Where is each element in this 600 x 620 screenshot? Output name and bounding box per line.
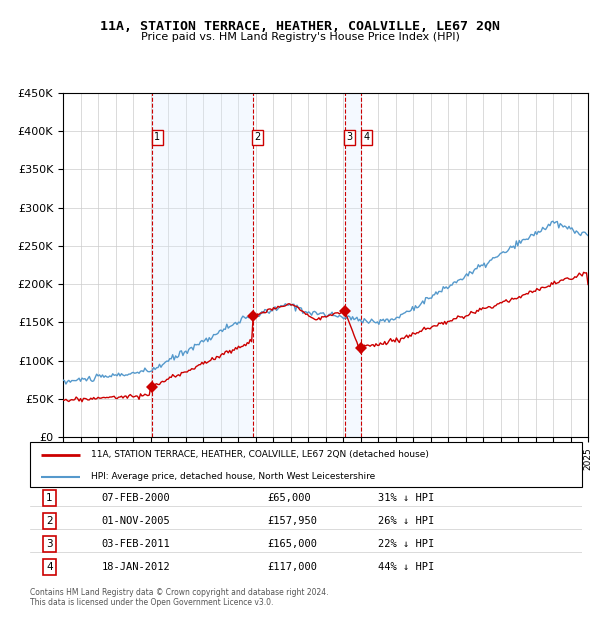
FancyBboxPatch shape <box>30 442 582 487</box>
Text: £165,000: £165,000 <box>268 539 317 549</box>
Text: Price paid vs. HM Land Registry's House Price Index (HPI): Price paid vs. HM Land Registry's House … <box>140 32 460 42</box>
Text: 1: 1 <box>46 493 53 503</box>
Text: 4: 4 <box>46 562 53 572</box>
Text: 3: 3 <box>347 132 353 143</box>
Bar <box>344 93 361 437</box>
Text: 22% ↓ HPI: 22% ↓ HPI <box>378 539 434 549</box>
Text: 3: 3 <box>46 539 53 549</box>
Text: 11A, STATION TERRACE, HEATHER, COALVILLE, LE67 2QN: 11A, STATION TERRACE, HEATHER, COALVILLE… <box>100 20 500 33</box>
Text: 2: 2 <box>254 132 261 143</box>
Bar <box>152 93 253 437</box>
Text: 01-NOV-2005: 01-NOV-2005 <box>102 516 170 526</box>
Text: 18-JAN-2012: 18-JAN-2012 <box>102 562 170 572</box>
Text: £157,950: £157,950 <box>268 516 317 526</box>
Text: Contains HM Land Registry data © Crown copyright and database right 2024.
This d: Contains HM Land Registry data © Crown c… <box>30 588 329 607</box>
Text: HPI: Average price, detached house, North West Leicestershire: HPI: Average price, detached house, Nort… <box>91 472 375 481</box>
Text: 31% ↓ HPI: 31% ↓ HPI <box>378 493 434 503</box>
Text: £117,000: £117,000 <box>268 562 317 572</box>
Text: 44% ↓ HPI: 44% ↓ HPI <box>378 562 434 572</box>
Text: 2: 2 <box>46 516 53 526</box>
Text: 07-FEB-2000: 07-FEB-2000 <box>102 493 170 503</box>
Text: 4: 4 <box>364 132 370 143</box>
Text: 03-FEB-2011: 03-FEB-2011 <box>102 539 170 549</box>
Text: 26% ↓ HPI: 26% ↓ HPI <box>378 516 434 526</box>
Text: £65,000: £65,000 <box>268 493 311 503</box>
Text: 11A, STATION TERRACE, HEATHER, COALVILLE, LE67 2QN (detached house): 11A, STATION TERRACE, HEATHER, COALVILLE… <box>91 450 428 459</box>
Text: 1: 1 <box>154 132 160 143</box>
